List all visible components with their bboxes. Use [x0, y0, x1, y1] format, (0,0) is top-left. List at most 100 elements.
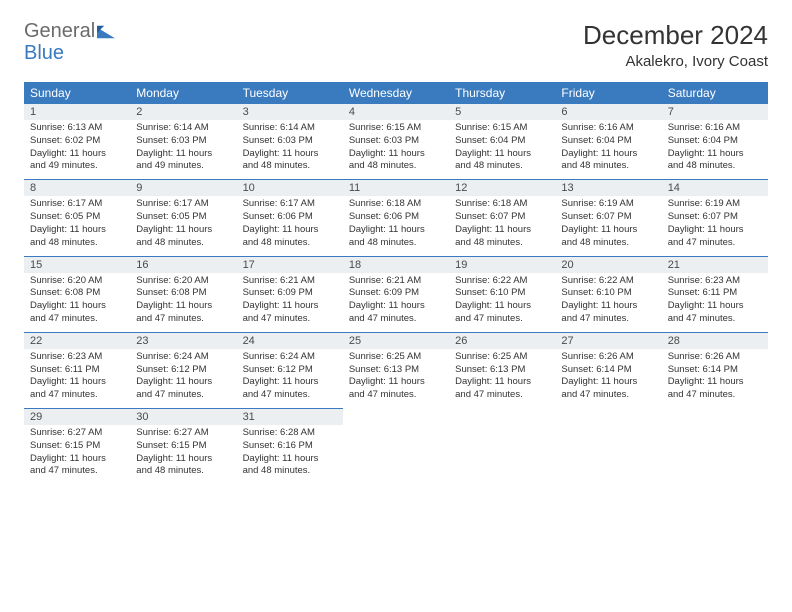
day-number: 28 [662, 332, 768, 349]
sunrise-line: Sunrise: 6:20 AM [136, 275, 230, 288]
day-number: 13 [555, 179, 661, 196]
calendar-day-cell: 16Sunrise: 6:20 AMSunset: 6:08 PMDayligh… [130, 256, 236, 332]
calendar-day-cell: 8Sunrise: 6:17 AMSunset: 6:05 PMDaylight… [24, 179, 130, 255]
sunset-line: Sunset: 6:09 PM [349, 287, 443, 300]
calendar-table: Sunday Monday Tuesday Wednesday Thursday… [24, 82, 768, 484]
sunset-line: Sunset: 6:04 PM [668, 135, 762, 148]
day-details: Sunrise: 6:17 AMSunset: 6:05 PMDaylight:… [130, 196, 236, 255]
calendar-day-cell: 9Sunrise: 6:17 AMSunset: 6:05 PMDaylight… [130, 179, 236, 255]
calendar-day-cell: 15Sunrise: 6:20 AMSunset: 6:08 PMDayligh… [24, 256, 130, 332]
daylight-line: Daylight: 11 hours and 48 minutes. [243, 148, 337, 174]
calendar-day-cell [555, 408, 661, 484]
calendar-week-row: 1Sunrise: 6:13 AMSunset: 6:02 PMDaylight… [24, 104, 768, 179]
sunset-line: Sunset: 6:06 PM [243, 211, 337, 224]
day-details: Sunrise: 6:16 AMSunset: 6:04 PMDaylight:… [555, 120, 661, 179]
sunrise-line: Sunrise: 6:22 AM [455, 275, 549, 288]
day-details: Sunrise: 6:15 AMSunset: 6:03 PMDaylight:… [343, 120, 449, 179]
day-details: Sunrise: 6:21 AMSunset: 6:09 PMDaylight:… [343, 273, 449, 332]
day-details: Sunrise: 6:18 AMSunset: 6:07 PMDaylight:… [449, 196, 555, 255]
sunrise-line: Sunrise: 6:17 AM [136, 198, 230, 211]
calendar-day-cell: 30Sunrise: 6:27 AMSunset: 6:15 PMDayligh… [130, 408, 236, 484]
day-details: Sunrise: 6:22 AMSunset: 6:10 PMDaylight:… [555, 273, 661, 332]
calendar-day-cell: 23Sunrise: 6:24 AMSunset: 6:12 PMDayligh… [130, 332, 236, 408]
calendar-header-row: Sunday Monday Tuesday Wednesday Thursday… [24, 82, 768, 104]
calendar-day-cell: 28Sunrise: 6:26 AMSunset: 6:14 PMDayligh… [662, 332, 768, 408]
day-details: Sunrise: 6:18 AMSunset: 6:06 PMDaylight:… [343, 196, 449, 255]
sunset-line: Sunset: 6:04 PM [561, 135, 655, 148]
sunrise-line: Sunrise: 6:22 AM [561, 275, 655, 288]
daylight-line: Daylight: 11 hours and 48 minutes. [243, 224, 337, 250]
day-details: Sunrise: 6:24 AMSunset: 6:12 PMDaylight:… [130, 349, 236, 408]
calendar-day-cell: 7 Sunrise: 6:16 AMSunset: 6:04 PMDaylight… [662, 104, 768, 179]
header: General December 2024 Akalekro, Ivory Co… [24, 20, 768, 70]
sunset-line: Sunset: 6:12 PM [136, 364, 230, 377]
day-number: 18 [343, 256, 449, 273]
month-title: December 2024 [583, 20, 768, 51]
calendar-day-cell: 10Sunrise: 6:17 AMSunset: 6:06 PMDayligh… [237, 179, 343, 255]
day-details: Sunrise: 6:13 AMSunset: 6:02 PMDaylight:… [24, 120, 130, 179]
day-number: 8 [24, 179, 130, 196]
day-details: Sunrise: 6:23 AMSunset: 6:11 PMDaylight:… [662, 273, 768, 332]
day-number: 20 [555, 256, 661, 273]
sunset-line: Sunset: 6:10 PM [561, 287, 655, 300]
day-number: 27 [555, 332, 661, 349]
sunrise-line: Sunrise: 6:23 AM [668, 275, 762, 288]
sunrise-line: Sunrise: 6:15 AM [455, 122, 549, 135]
day-details: Sunrise: 6:23 AMSunset: 6:11 PMDaylight:… [24, 349, 130, 408]
sunrise-line: Sunrise: 6:26 AM [561, 351, 655, 364]
day-number: 16 [130, 256, 236, 273]
daylight-line: Daylight: 11 hours and 47 minutes. [455, 300, 549, 326]
calendar-week-row: 22Sunrise: 6:23 AMSunset: 6:11 PMDayligh… [24, 332, 768, 408]
sunrise-line: Sunrise: 6:19 AM [561, 198, 655, 211]
sunrise-line: Sunrise: 6:13 AM [30, 122, 124, 135]
sunrise-line: Sunrise: 6:16 AM [668, 122, 762, 135]
day-number: 7 [662, 104, 768, 120]
sunrise-line: Sunrise: 6:15 AM [349, 122, 443, 135]
day-details: Sunrise: 6:24 AMSunset: 6:12 PMDaylight:… [237, 349, 343, 408]
day-number: 19 [449, 256, 555, 273]
daylight-line: Daylight: 11 hours and 47 minutes. [668, 224, 762, 250]
day-number: 14 [662, 179, 768, 196]
daylight-line: Daylight: 11 hours and 47 minutes. [668, 376, 762, 402]
calendar-day-cell: 25Sunrise: 6:25 AMSunset: 6:13 PMDayligh… [343, 332, 449, 408]
daylight-line: Daylight: 11 hours and 47 minutes. [136, 376, 230, 402]
calendar-day-cell: 17Sunrise: 6:21 AMSunset: 6:09 PMDayligh… [237, 256, 343, 332]
daylight-line: Daylight: 11 hours and 47 minutes. [349, 376, 443, 402]
calendar-day-cell: 20Sunrise: 6:22 AMSunset: 6:10 PMDayligh… [555, 256, 661, 332]
day-details: Sunrise: 6:27 AMSunset: 6:15 PMDaylight:… [24, 425, 130, 484]
day-number: 5 [449, 104, 555, 120]
day-number: 22 [24, 332, 130, 349]
day-details: Sunrise: 6:28 AMSunset: 6:16 PMDaylight:… [237, 425, 343, 484]
calendar-day-cell: 21Sunrise: 6:23 AMSunset: 6:11 PMDayligh… [662, 256, 768, 332]
sunrise-line: Sunrise: 6:18 AM [349, 198, 443, 211]
sunset-line: Sunset: 6:12 PM [243, 364, 337, 377]
sunrise-line: Sunrise: 6:23 AM [30, 351, 124, 364]
weekday-header: Thursday [449, 82, 555, 104]
day-number: 31 [237, 408, 343, 425]
calendar-day-cell: 31Sunrise: 6:28 AMSunset: 6:16 PMDayligh… [237, 408, 343, 484]
calendar-week-row: 29Sunrise: 6:27 AMSunset: 6:15 PMDayligh… [24, 408, 768, 484]
weekday-header: Wednesday [343, 82, 449, 104]
day-number: 29 [24, 408, 130, 425]
day-number: 11 [343, 179, 449, 196]
weekday-header: Tuesday [237, 82, 343, 104]
calendar-day-cell: 26Sunrise: 6:25 AMSunset: 6:13 PMDayligh… [449, 332, 555, 408]
sunrise-line: Sunrise: 6:17 AM [30, 198, 124, 211]
title-block: December 2024 Akalekro, Ivory Coast [583, 20, 768, 70]
day-details: Sunrise: 6:22 AMSunset: 6:10 PMDaylight:… [449, 273, 555, 332]
sunset-line: Sunset: 6:15 PM [136, 440, 230, 453]
day-details: Sunrise: 6:20 AMSunset: 6:08 PMDaylight:… [130, 273, 236, 332]
calendar-day-cell: 2Sunrise: 6:14 AMSunset: 6:03 PMDaylight… [130, 104, 236, 179]
daylight-line: Daylight: 11 hours and 47 minutes. [455, 376, 549, 402]
day-details: Sunrise: 6:25 AMSunset: 6:13 PMDaylight:… [343, 349, 449, 408]
sunset-line: Sunset: 6:05 PM [30, 211, 124, 224]
sunrise-line: Sunrise: 6:20 AM [30, 275, 124, 288]
daylight-line: Daylight: 11 hours and 48 minutes. [668, 148, 762, 174]
daylight-line: Daylight: 11 hours and 47 minutes. [243, 300, 337, 326]
calendar-body: 1Sunrise: 6:13 AMSunset: 6:02 PMDaylight… [24, 104, 768, 484]
calendar-day-cell: 4Sunrise: 6:15 AMSunset: 6:03 PMDaylight… [343, 104, 449, 179]
day-details: Sunrise: 6:21 AMSunset: 6:09 PMDaylight:… [237, 273, 343, 332]
sunrise-line: Sunrise: 6:27 AM [136, 427, 230, 440]
day-details: Sunrise: 6:27 AMSunset: 6:15 PMDaylight:… [130, 425, 236, 484]
day-number: 6 [555, 104, 661, 120]
